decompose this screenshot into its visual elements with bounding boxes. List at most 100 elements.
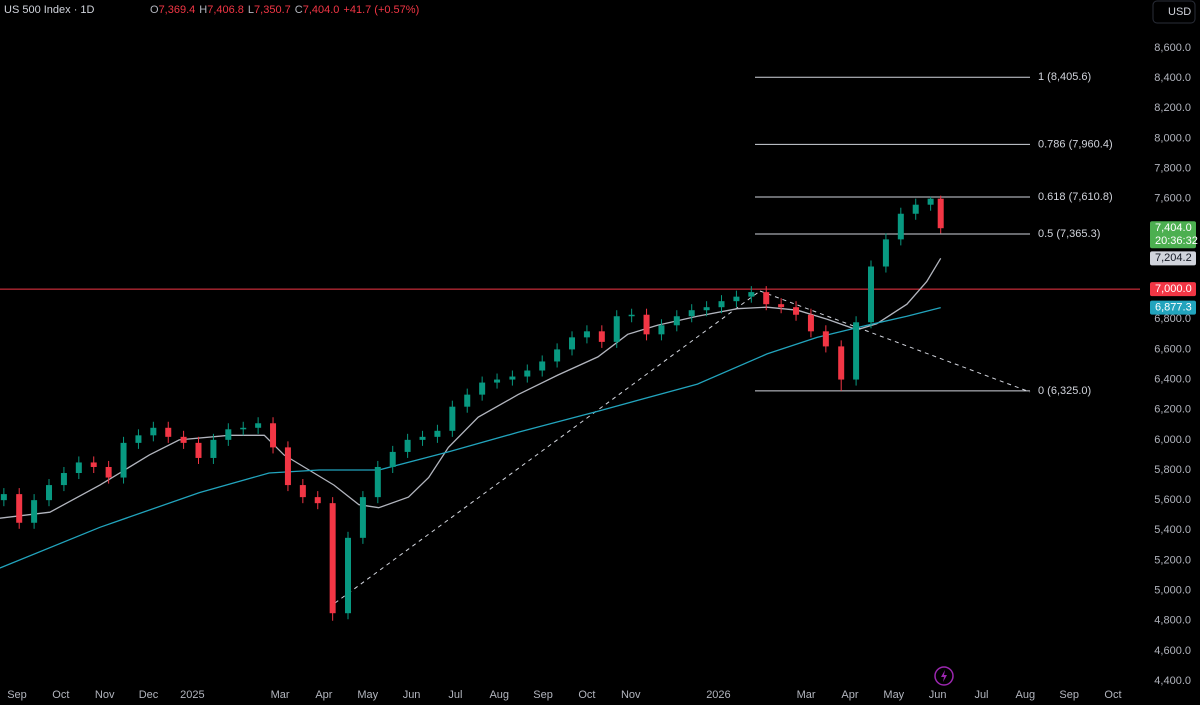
price-tag (1150, 300, 1196, 315)
x-tick-label: May (883, 689, 904, 701)
ohlc-header: O7,369.4 H7,406.8 L7,350.7 C7,404.0 +41.7 (+… (150, 4, 419, 16)
x-tick-label: Mar (271, 689, 290, 701)
candle-body (31, 500, 38, 523)
ohlc-key: O (150, 4, 159, 16)
price-tag-countdown: 20:36:32 (1155, 235, 1198, 247)
fib-label: 0.618 (7,610.8) (1038, 191, 1113, 203)
candle-body (60, 473, 67, 486)
x-tick-label: Oct (52, 689, 69, 701)
y-tick-label: 7,800.0 (1154, 162, 1191, 174)
candle-body (90, 462, 97, 467)
candle-body (255, 423, 262, 428)
candle-body (838, 346, 845, 380)
y-tick-label: 6,800.0 (1154, 313, 1191, 325)
candle-body (822, 331, 829, 347)
y-tick-label: 5,000.0 (1154, 584, 1191, 596)
candle-body (434, 430, 441, 437)
candle-body (853, 322, 860, 380)
y-tick-label: 6,200.0 (1154, 404, 1191, 416)
candle-body (658, 325, 665, 335)
trend-line (759, 290, 1031, 393)
candle-body (927, 198, 934, 205)
candle-body (16, 494, 23, 523)
x-tick-label: Sep (533, 689, 553, 701)
ohlc-value: 7,369.4 (159, 4, 196, 16)
x-tick-label: 2025 (180, 689, 204, 701)
candle-body (135, 435, 142, 443)
candle-body (105, 466, 112, 478)
y-tick-label: 7,600.0 (1154, 193, 1191, 205)
candle-body (165, 427, 172, 437)
alert-icon-ring (934, 666, 954, 686)
candle-body (314, 497, 321, 504)
x-tick-label: Oct (1104, 689, 1121, 701)
candle-body (524, 370, 531, 377)
candle-body (494, 379, 501, 383)
candle-body (539, 361, 546, 371)
candle-body (0, 494, 7, 501)
candle-body (299, 485, 306, 498)
fib-label: 0.786 (7,960.4) (1038, 138, 1113, 150)
candle-body (937, 198, 944, 229)
candle-body (46, 485, 53, 501)
candle-body (718, 301, 725, 308)
candle-body (868, 266, 875, 323)
candle-body (120, 442, 127, 478)
ohlc-value: 7,350.7 (254, 4, 291, 16)
x-tick-label: 2026 (706, 689, 730, 701)
currency-button[interactable] (1152, 0, 1196, 24)
ohlc-change: +41.7 (+0.57%) (343, 4, 419, 16)
y-tick-label: 4,600.0 (1154, 645, 1191, 657)
price-tag (1150, 282, 1196, 297)
x-tick-label: Aug (1016, 689, 1036, 701)
price-tag-label: 7,204.2 (1155, 252, 1192, 264)
ohlc-key: L (248, 4, 254, 16)
x-tick-label: Jul (974, 689, 988, 701)
alert-icon-bolt (941, 670, 947, 682)
x-tick-label: Sep (7, 689, 27, 701)
y-tick-label: 8,200.0 (1154, 102, 1191, 114)
candle-body (270, 423, 277, 448)
candle-body (419, 436, 426, 440)
ohlc-key: C (295, 4, 303, 16)
candle-body (703, 307, 710, 311)
candle-body (359, 497, 366, 538)
x-tick-label: Apr (841, 689, 858, 701)
candle-body (554, 349, 561, 362)
y-tick-label: 4,800.0 (1154, 615, 1191, 627)
candle-body (688, 310, 695, 317)
candle-body (793, 307, 800, 315)
y-tick-label: 4,400.0 (1154, 675, 1191, 687)
candle-body (763, 292, 770, 305)
x-tick-label: May (357, 689, 378, 701)
candle-body (613, 316, 620, 342)
candle-body (643, 314, 650, 335)
x-tick-label: Jul (448, 689, 462, 701)
y-tick-label: 5,800.0 (1154, 464, 1191, 476)
candle-body (807, 314, 814, 332)
price-tag (1150, 221, 1196, 249)
fib-label: 1 (8,405.6) (1038, 71, 1091, 83)
y-tick-label: 6,400.0 (1154, 373, 1191, 385)
ohlc-key: H (199, 4, 207, 16)
candle-body (374, 466, 381, 498)
candle-body (75, 462, 82, 474)
ohlc-value: 7,404.0 (303, 4, 340, 16)
candle-body (628, 314, 635, 317)
y-tick-label: 6,600.0 (1154, 343, 1191, 355)
y-tick-label: 8,000.0 (1154, 132, 1191, 144)
candle-body (150, 427, 157, 436)
candle-body (569, 337, 576, 350)
x-tick-label: Mar (797, 689, 816, 701)
y-tick-label: 8,400.0 (1154, 72, 1191, 84)
candle-body (598, 331, 605, 342)
candle-body (673, 316, 680, 326)
candle-body (778, 304, 785, 308)
x-tick-label: Nov (95, 689, 115, 701)
alert-icon[interactable] (934, 666, 954, 686)
candle-body (210, 439, 217, 458)
price-tag-label: 7,404.0 (1155, 222, 1192, 234)
candle-body (240, 427, 247, 430)
